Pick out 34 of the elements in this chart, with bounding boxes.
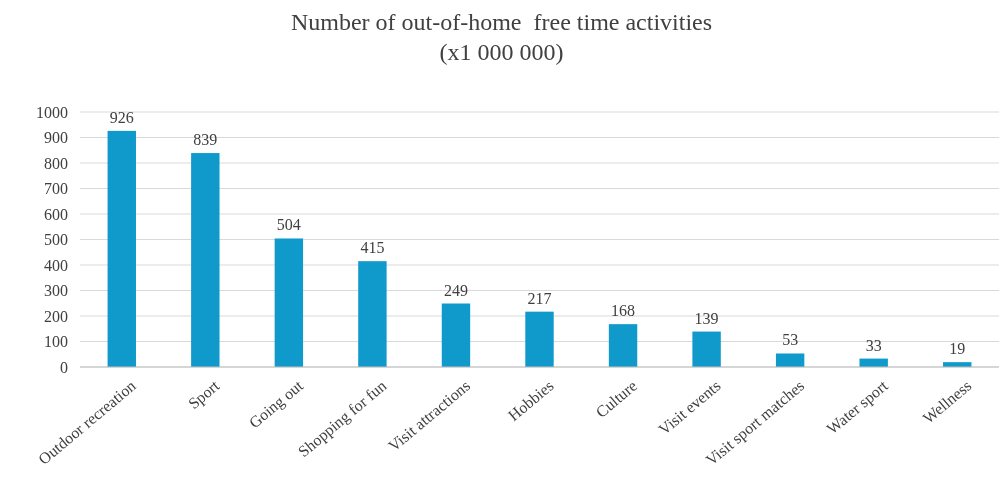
y-tick-label: 1000 [36, 103, 68, 121]
y-tick-label: 500 [44, 231, 68, 249]
data-label: 926 [109, 108, 134, 126]
y-tick-label: 300 [44, 282, 68, 300]
y-tick-label: 900 [44, 129, 68, 147]
x-tick-label: Water sport [823, 376, 892, 439]
y-tick-label: 0 [60, 358, 68, 376]
data-label: 33 [865, 336, 882, 354]
x-tick-label: Sport [184, 376, 224, 413]
bar [525, 311, 554, 367]
data-label: 217 [527, 289, 552, 307]
bar [274, 238, 304, 367]
data-label: 53 [782, 331, 799, 349]
y-tick-label: 800 [44, 154, 68, 172]
bar [608, 324, 638, 367]
data-label: 139 [694, 309, 719, 327]
bar [107, 130, 136, 367]
y-tick-label: 400 [44, 256, 68, 274]
data-label: 168 [611, 302, 636, 320]
y-tick-label: 200 [44, 307, 68, 325]
bar [441, 303, 471, 367]
chart-title: Number of out-of-home free time activities (x1 000 000) [290, 9, 713, 65]
bar [358, 261, 387, 367]
y-tick-label: 100 [44, 333, 68, 351]
bar [692, 331, 721, 367]
data-label: 19 [949, 340, 966, 358]
bar [191, 153, 220, 367]
data-label: 839 [193, 131, 218, 149]
bar [775, 353, 805, 367]
y-tick-label: 600 [44, 205, 68, 223]
data-label: 249 [443, 281, 468, 299]
data-label: 504 [276, 216, 301, 234]
y-tick-label: 700 [44, 180, 68, 198]
data-label: 415 [360, 239, 385, 257]
